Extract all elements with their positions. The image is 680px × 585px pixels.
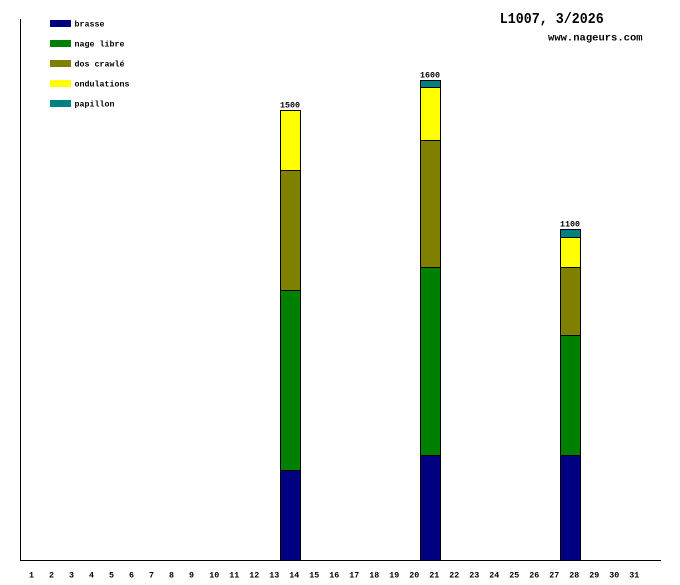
svg-text:7: 7 bbox=[149, 571, 154, 581]
svg-text:4: 4 bbox=[89, 571, 94, 581]
svg-text:21: 21 bbox=[429, 571, 439, 581]
svg-text:29: 29 bbox=[589, 571, 599, 581]
svg-text:10: 10 bbox=[209, 571, 219, 581]
svg-text:28: 28 bbox=[569, 571, 579, 581]
svg-text:13: 13 bbox=[269, 571, 279, 581]
svg-text:23: 23 bbox=[469, 571, 479, 581]
svg-text:papillon: papillon bbox=[75, 100, 115, 110]
svg-text:www.nageurs.com: www.nageurs.com bbox=[548, 33, 643, 45]
svg-text:22: 22 bbox=[449, 571, 459, 581]
svg-text:6: 6 bbox=[129, 571, 134, 581]
svg-text:5: 5 bbox=[109, 571, 114, 581]
svg-text:18: 18 bbox=[369, 571, 379, 581]
svg-text:17: 17 bbox=[349, 571, 359, 581]
svg-text:1500: 1500 bbox=[280, 101, 300, 111]
svg-text:8: 8 bbox=[169, 571, 174, 581]
svg-text:dos crawlé: dos crawlé bbox=[75, 60, 125, 70]
svg-text:nage libre: nage libre bbox=[75, 40, 125, 50]
svg-text:1: 1 bbox=[29, 571, 34, 581]
svg-text:brasse: brasse bbox=[75, 20, 105, 30]
svg-text:9: 9 bbox=[189, 571, 194, 581]
svg-text:26: 26 bbox=[529, 571, 539, 581]
svg-text:25: 25 bbox=[509, 571, 519, 581]
svg-text:20: 20 bbox=[409, 571, 419, 581]
svg-text:19: 19 bbox=[389, 571, 399, 581]
svg-text:31: 31 bbox=[629, 571, 639, 581]
svg-text:30: 30 bbox=[609, 571, 619, 581]
svg-text:11: 11 bbox=[229, 571, 239, 581]
svg-text:1100: 1100 bbox=[560, 220, 580, 230]
svg-text:14: 14 bbox=[289, 571, 299, 581]
svg-text:3: 3 bbox=[69, 571, 74, 581]
svg-text:1600: 1600 bbox=[420, 71, 440, 81]
svg-text:2: 2 bbox=[49, 571, 54, 581]
svg-text:12: 12 bbox=[249, 571, 259, 581]
svg-text:L1007, 3/2026: L1007, 3/2026 bbox=[500, 11, 604, 28]
svg-text:ondulations: ondulations bbox=[75, 80, 130, 90]
svg-text:16: 16 bbox=[329, 571, 339, 581]
svg-text:27: 27 bbox=[549, 571, 559, 581]
svg-text:24: 24 bbox=[489, 571, 499, 581]
svg-text:15: 15 bbox=[309, 571, 319, 581]
